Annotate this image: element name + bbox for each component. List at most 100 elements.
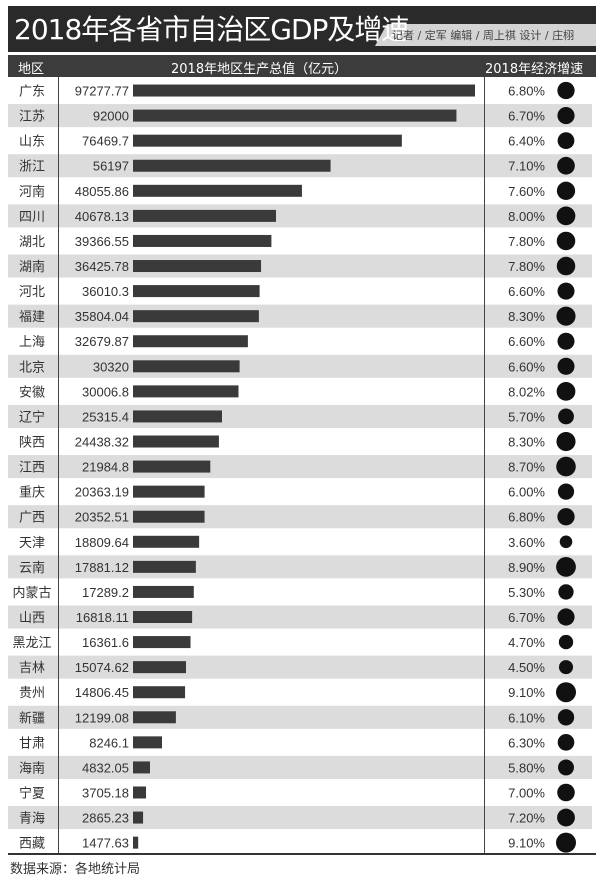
- gdp-label: 36425.78: [75, 259, 129, 274]
- gdp-bar: [133, 711, 176, 724]
- region-label: 青海: [19, 812, 45, 827]
- region-label: 广西: [19, 511, 45, 526]
- growth-circle: [556, 431, 576, 452]
- growth-circle: [558, 584, 574, 600]
- growth-label: 7.10%: [508, 159, 545, 174]
- region-label: 河南: [19, 184, 45, 200]
- growth-label: 8.70%: [508, 460, 545, 475]
- growth-circle: [557, 282, 575, 300]
- region-label: 云南: [19, 560, 45, 576]
- growth-label: 6.60%: [508, 359, 545, 374]
- region-label: 黑龙江: [12, 636, 51, 651]
- growth-circle: [557, 709, 575, 726]
- region-label: 四川: [19, 210, 45, 225]
- gdp-label: 4832.05: [82, 760, 129, 775]
- growth-circle: [557, 483, 575, 500]
- growth-circle: [556, 181, 576, 200]
- growth-label: 8.00%: [508, 209, 545, 224]
- gdp-bar: [133, 585, 194, 598]
- gdp-label: 17289.2: [82, 585, 129, 600]
- growth-circle: [558, 408, 574, 425]
- gdp-label: 32679.87: [75, 334, 129, 349]
- region-label: 山东: [19, 135, 45, 150]
- growth-label: 8.30%: [508, 309, 545, 324]
- gdp-bar: [133, 611, 193, 624]
- divider-right: [484, 77, 485, 853]
- gdp-label: 18809.64: [75, 535, 129, 550]
- header-growth: 2018年经济增速: [485, 62, 584, 77]
- header-region: 地区: [18, 62, 45, 77]
- gdp-bar: [133, 811, 144, 824]
- gdp-label: 1477.63: [82, 836, 129, 851]
- gdp-bar: [133, 736, 162, 749]
- gdp-bar: [133, 385, 239, 398]
- growth-label: 6.40%: [508, 134, 545, 149]
- region-label: 天津: [19, 536, 45, 551]
- region-label: 重庆: [19, 485, 45, 501]
- gdp-bar: [133, 335, 248, 348]
- gdp-label: 35804.04: [75, 309, 129, 324]
- growth-circle: [557, 107, 575, 125]
- gdp-label: 56197: [93, 159, 129, 174]
- region-label: 山西: [19, 611, 45, 626]
- growth-circle: [556, 456, 576, 477]
- gdp-bar: [133, 310, 259, 323]
- gdp-label: 25315.4: [82, 409, 129, 424]
- gdp-bar: [133, 285, 260, 298]
- row-stripe: [8, 755, 592, 779]
- gdp-label: 20352.51: [75, 510, 129, 525]
- region-label: 辽宁: [19, 409, 45, 425]
- gdp-bar: [133, 134, 402, 147]
- growth-label: 7.80%: [508, 234, 545, 249]
- growth-label: 4.50%: [508, 660, 545, 675]
- header-gdp: 2018年地区生产总值（亿元）: [171, 62, 348, 77]
- gdp-bar: [133, 761, 150, 774]
- region-label: 上海: [19, 335, 45, 350]
- row-stripe: [8, 806, 592, 830]
- gdp-label: 48055.86: [75, 184, 129, 199]
- growth-circle: [557, 156, 575, 175]
- growth-label: 5.30%: [508, 585, 545, 600]
- growth-circle: [556, 256, 576, 276]
- gdp-label: 30320: [93, 359, 129, 374]
- region-label: 河北: [19, 285, 45, 300]
- growth-label: 8.30%: [508, 435, 545, 450]
- gdp-bar: [133, 109, 457, 122]
- region-label: 江苏: [19, 109, 45, 125]
- growth-label: 6.70%: [508, 610, 545, 625]
- gdp-label: 12199.08: [75, 710, 129, 725]
- growth-circle: [557, 783, 575, 802]
- gdp-bar: [133, 786, 147, 799]
- growth-circle: [556, 231, 576, 251]
- gdp-bar: [133, 661, 186, 674]
- growth-label: 8.02%: [508, 384, 545, 399]
- growth-circle: [559, 535, 573, 549]
- region-label: 湖北: [19, 235, 45, 250]
- gdp-label: 21984.8: [82, 460, 129, 475]
- region-label: 海南: [19, 760, 45, 776]
- gdp-label: 20363.19: [75, 485, 129, 500]
- growth-circle: [556, 556, 576, 577]
- growth-label: 7.60%: [508, 184, 545, 199]
- region-label: 福建: [19, 310, 45, 325]
- gdp-bar: [133, 209, 277, 222]
- region-label: 西藏: [19, 837, 45, 852]
- gdp-bar: [133, 184, 302, 197]
- gdp-bar: [133, 410, 223, 423]
- growth-label: 7.20%: [508, 811, 545, 826]
- page-title: 2018年各省市自治区GDP及增速: [14, 13, 409, 46]
- growth-circle: [556, 381, 576, 401]
- region-label: 新疆: [19, 710, 45, 726]
- gdp-bar: [133, 560, 196, 573]
- growth-label: 6.60%: [508, 334, 545, 349]
- gdp-bar: [133, 460, 211, 473]
- growth-circle: [556, 832, 576, 853]
- region-label: 广东: [19, 85, 45, 100]
- source-note: 数据来源：各地统计局: [10, 862, 141, 877]
- gdp-label: 14806.45: [75, 685, 129, 700]
- gdp-bar: [133, 435, 219, 448]
- growth-label: 9.10%: [508, 685, 545, 700]
- gdp-label: 8246.1: [89, 735, 129, 750]
- credits: 记者 / 定军 编辑 / 周上祺 设计 / 庄栩: [392, 29, 575, 42]
